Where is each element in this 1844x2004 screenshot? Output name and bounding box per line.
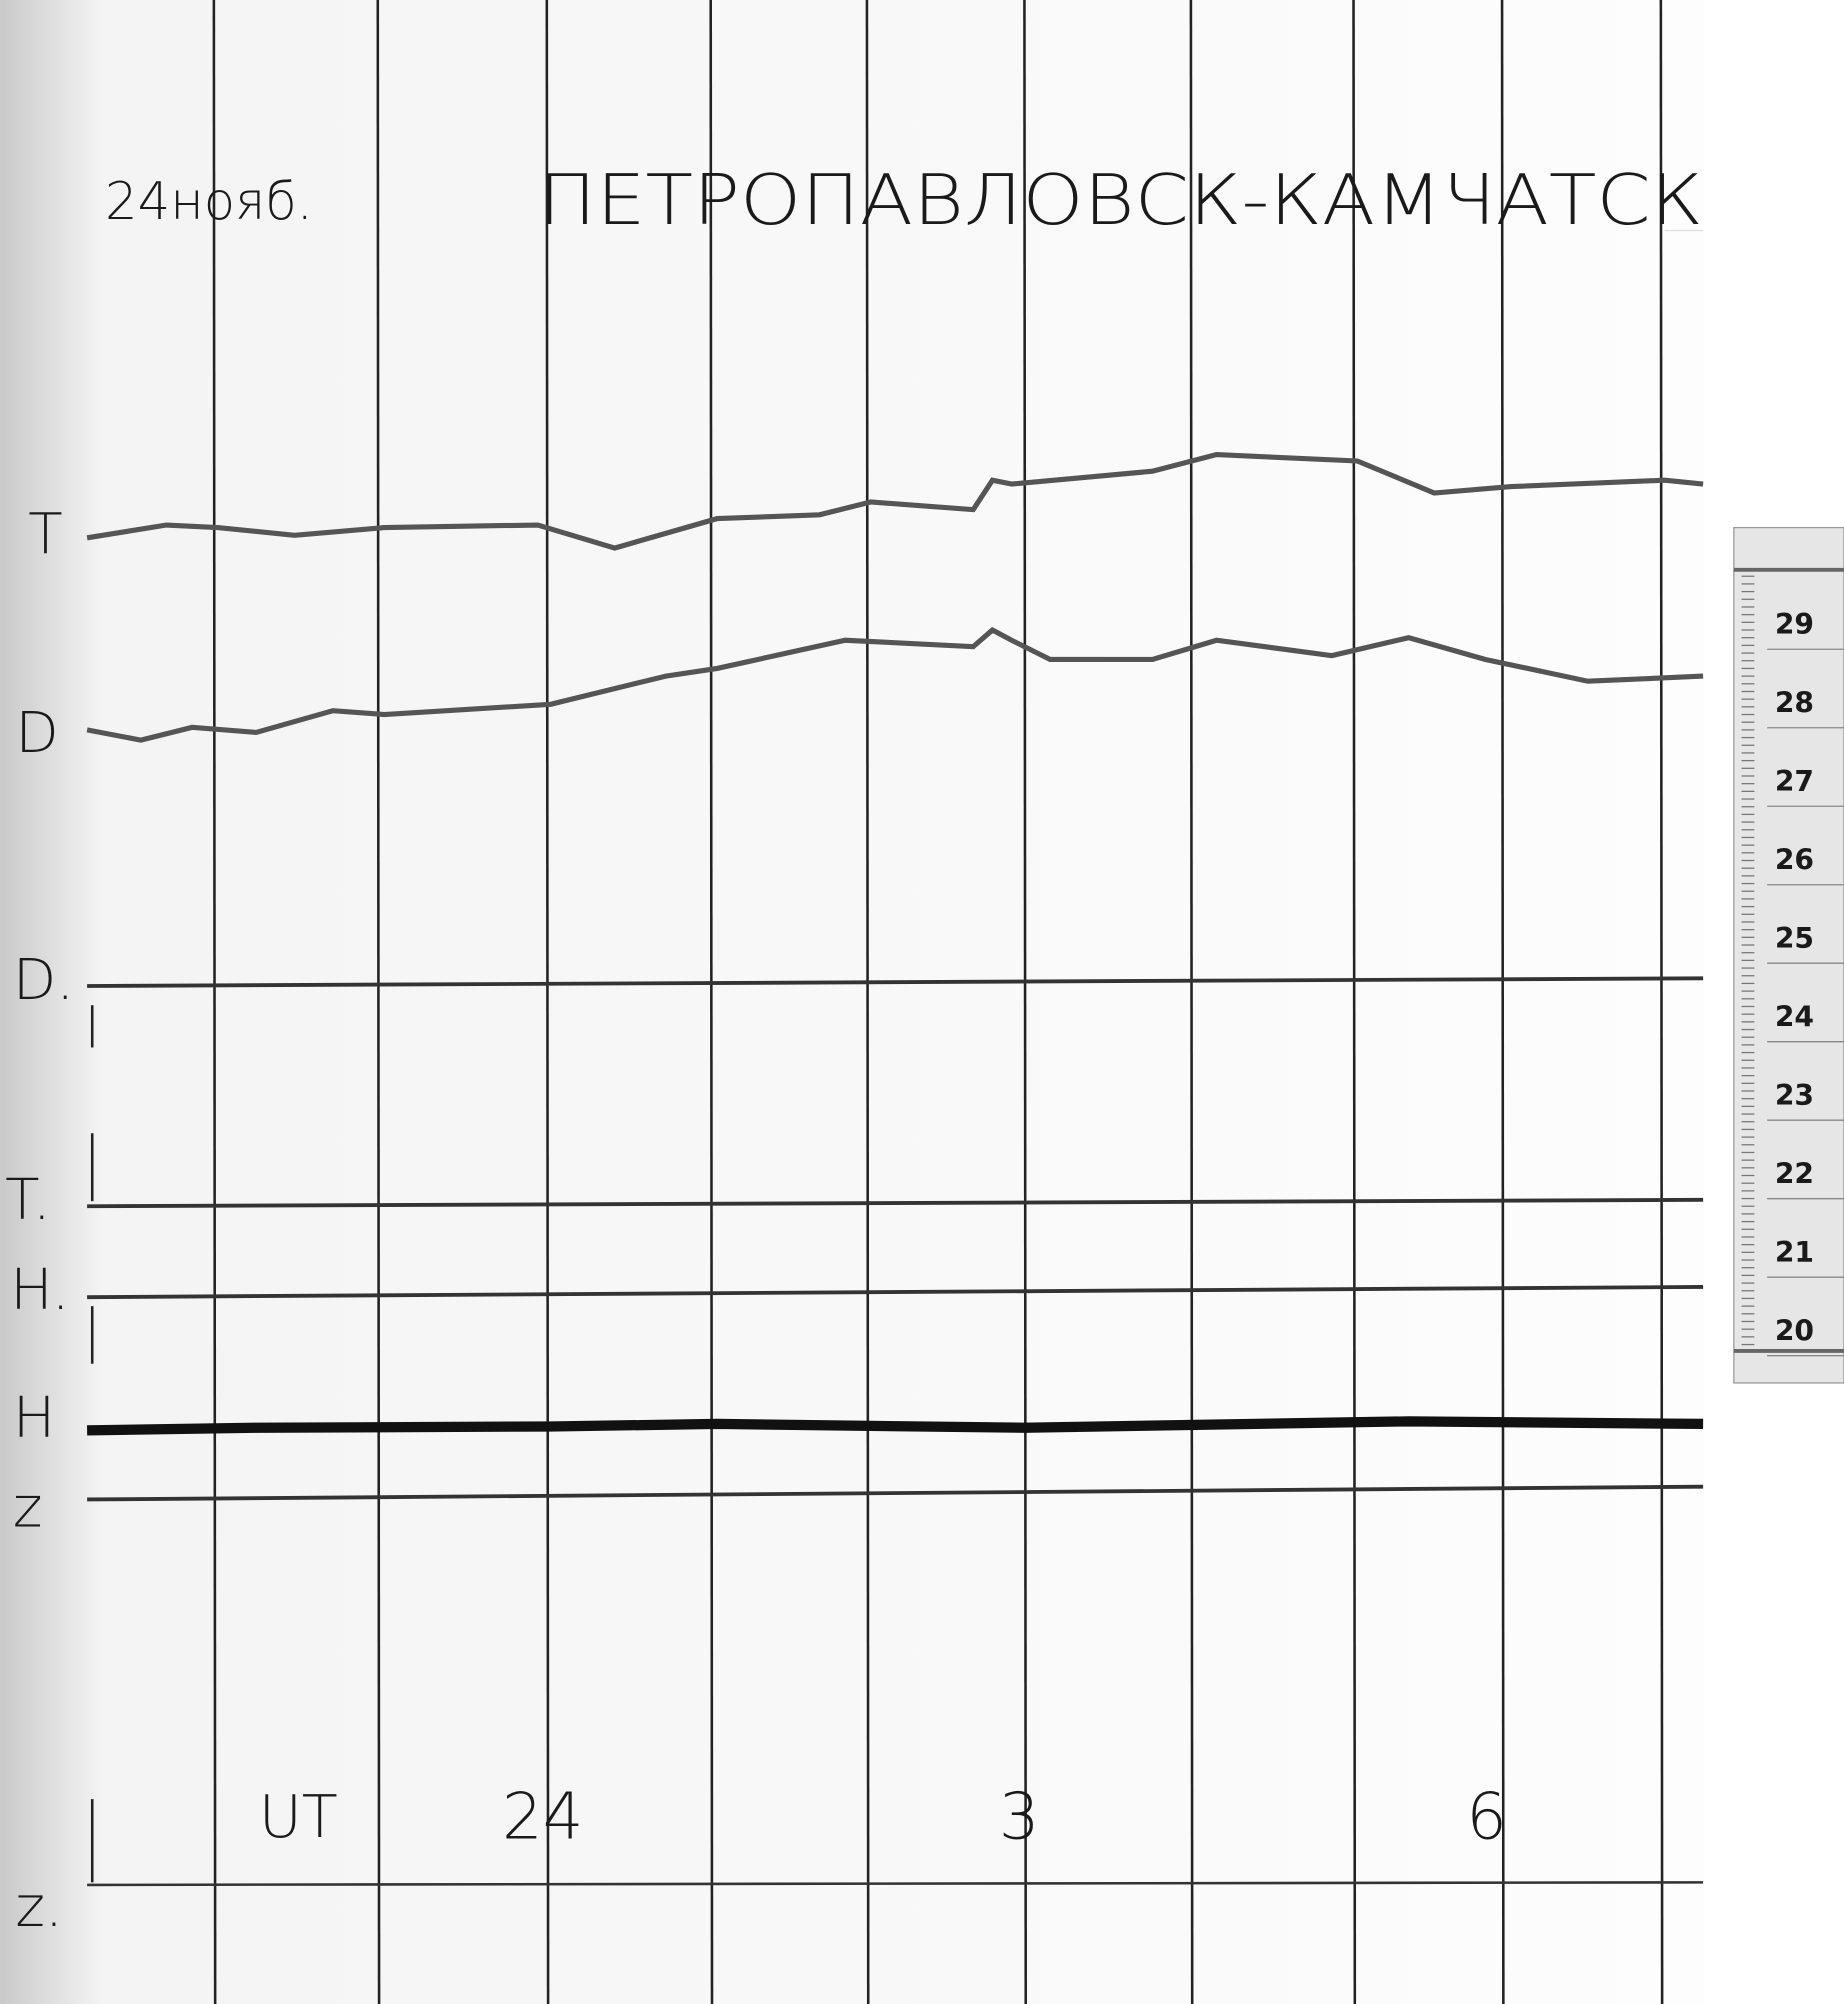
z0-baseline [87, 1881, 1704, 1887]
d-trace [86, 626, 1704, 743]
hour-line [1023, 0, 1028, 2004]
t0-baseline [87, 1197, 1704, 1209]
strip-number: 29 [1775, 608, 1814, 641]
strip-number: 27 [1775, 765, 1814, 798]
strip-number: 23 [1775, 1079, 1814, 1112]
paper [0, 0, 1705, 2004]
hour-line [545, 0, 550, 2004]
strip-number: 25 [1775, 922, 1814, 955]
time-tick: 24 [502, 1780, 583, 1854]
trace-label: H [13, 1386, 55, 1451]
hour-line [1189, 0, 1194, 2004]
time-label: UT [259, 1782, 338, 1851]
hour-line [865, 0, 870, 2004]
t-trace [86, 452, 1704, 551]
date: 24нояб. [105, 172, 313, 232]
hour-line [1352, 0, 1357, 2004]
trace-label: D. [13, 948, 74, 1013]
hour-lines [212, 0, 1664, 2004]
trace-label: z. [15, 1875, 62, 1940]
z-trace [87, 1484, 1704, 1502]
station: ПЕТРОПАВЛОВСК-КАМЧАТСК [538, 161, 1703, 241]
trace-label: H. [10, 1258, 69, 1323]
hour-line [376, 0, 381, 2004]
trace-label: T [28, 502, 62, 567]
strip-number: 22 [1775, 1158, 1814, 1191]
trace-label: z [13, 1476, 43, 1541]
hour-line [1500, 0, 1505, 2004]
strip-number: 26 [1775, 844, 1814, 877]
time-tick: 6 [1466, 1780, 1507, 1854]
hour-line [709, 0, 714, 2004]
hour-line [1659, 0, 1664, 2004]
baselines [86, 452, 1704, 1887]
strip-number: 20 [1775, 1315, 1814, 1348]
h-trace [87, 1416, 1704, 1436]
trace-label: D [15, 701, 58, 766]
trace-label: T. [5, 1168, 51, 1233]
hour-line [212, 0, 217, 2004]
strip-number: 21 [1775, 1236, 1814, 1269]
time-tick: 3 [999, 1780, 1040, 1854]
strip-number: 24 [1775, 1001, 1814, 1034]
strip-number: 28 [1775, 687, 1814, 720]
scale-strip: 29 28 27 26 25 24 23 22 21 20 [1733, 526, 1844, 1384]
strip-frame [1733, 526, 1844, 1384]
d0-baseline [87, 976, 1704, 988]
h0-baseline [87, 1284, 1704, 1300]
